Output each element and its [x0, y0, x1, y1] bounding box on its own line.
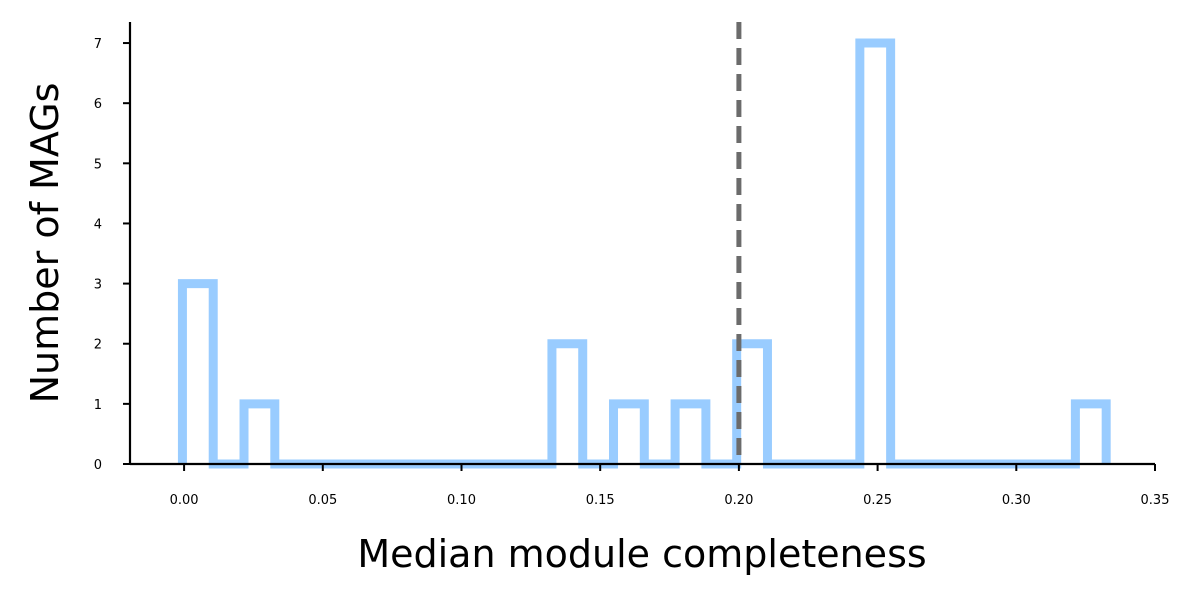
histogram-bin	[675, 404, 706, 464]
y-tick-label: 3	[94, 278, 102, 293]
y-tick-label: 7	[94, 37, 102, 52]
x-axis-label: Median module completeness	[357, 532, 926, 576]
x-tick-label: 0.05	[308, 493, 337, 508]
x-tick-label: 0.15	[586, 493, 615, 508]
y-axis-ticks: 0 1 2 3 4 5 6 7	[94, 37, 130, 473]
x-tick-label: 0.00	[170, 493, 199, 508]
y-tick-label: 4	[94, 217, 102, 232]
x-tick-label: 0.10	[447, 493, 476, 508]
y-tick-label: 5	[94, 157, 102, 172]
y-tick-label: 2	[94, 338, 102, 353]
x-axis-ticks: 0.00 0.05 0.10 0.15 0.20 0.25 0.30 0.35	[170, 464, 1170, 508]
y-tick-label: 1	[94, 398, 102, 413]
x-tick-label: 0.20	[724, 493, 753, 508]
histogram-bin	[860, 43, 891, 464]
y-tick-label: 0	[94, 458, 102, 473]
y-axis-label: Number of MAGs	[23, 83, 67, 404]
histogram-bin	[614, 404, 645, 464]
histogram-outline	[177, 38, 1111, 469]
x-tick-label: 0.25	[863, 493, 892, 508]
histogram-bin	[182, 284, 213, 464]
x-tick-label: 0.30	[1002, 493, 1031, 508]
histogram-bin	[552, 344, 583, 464]
y-tick-label: 6	[94, 97, 102, 112]
histogram-bin	[244, 404, 275, 464]
plot-area	[177, 22, 1111, 469]
x-tick-label: 0.35	[1141, 493, 1170, 508]
histogram-bin	[1075, 404, 1106, 464]
